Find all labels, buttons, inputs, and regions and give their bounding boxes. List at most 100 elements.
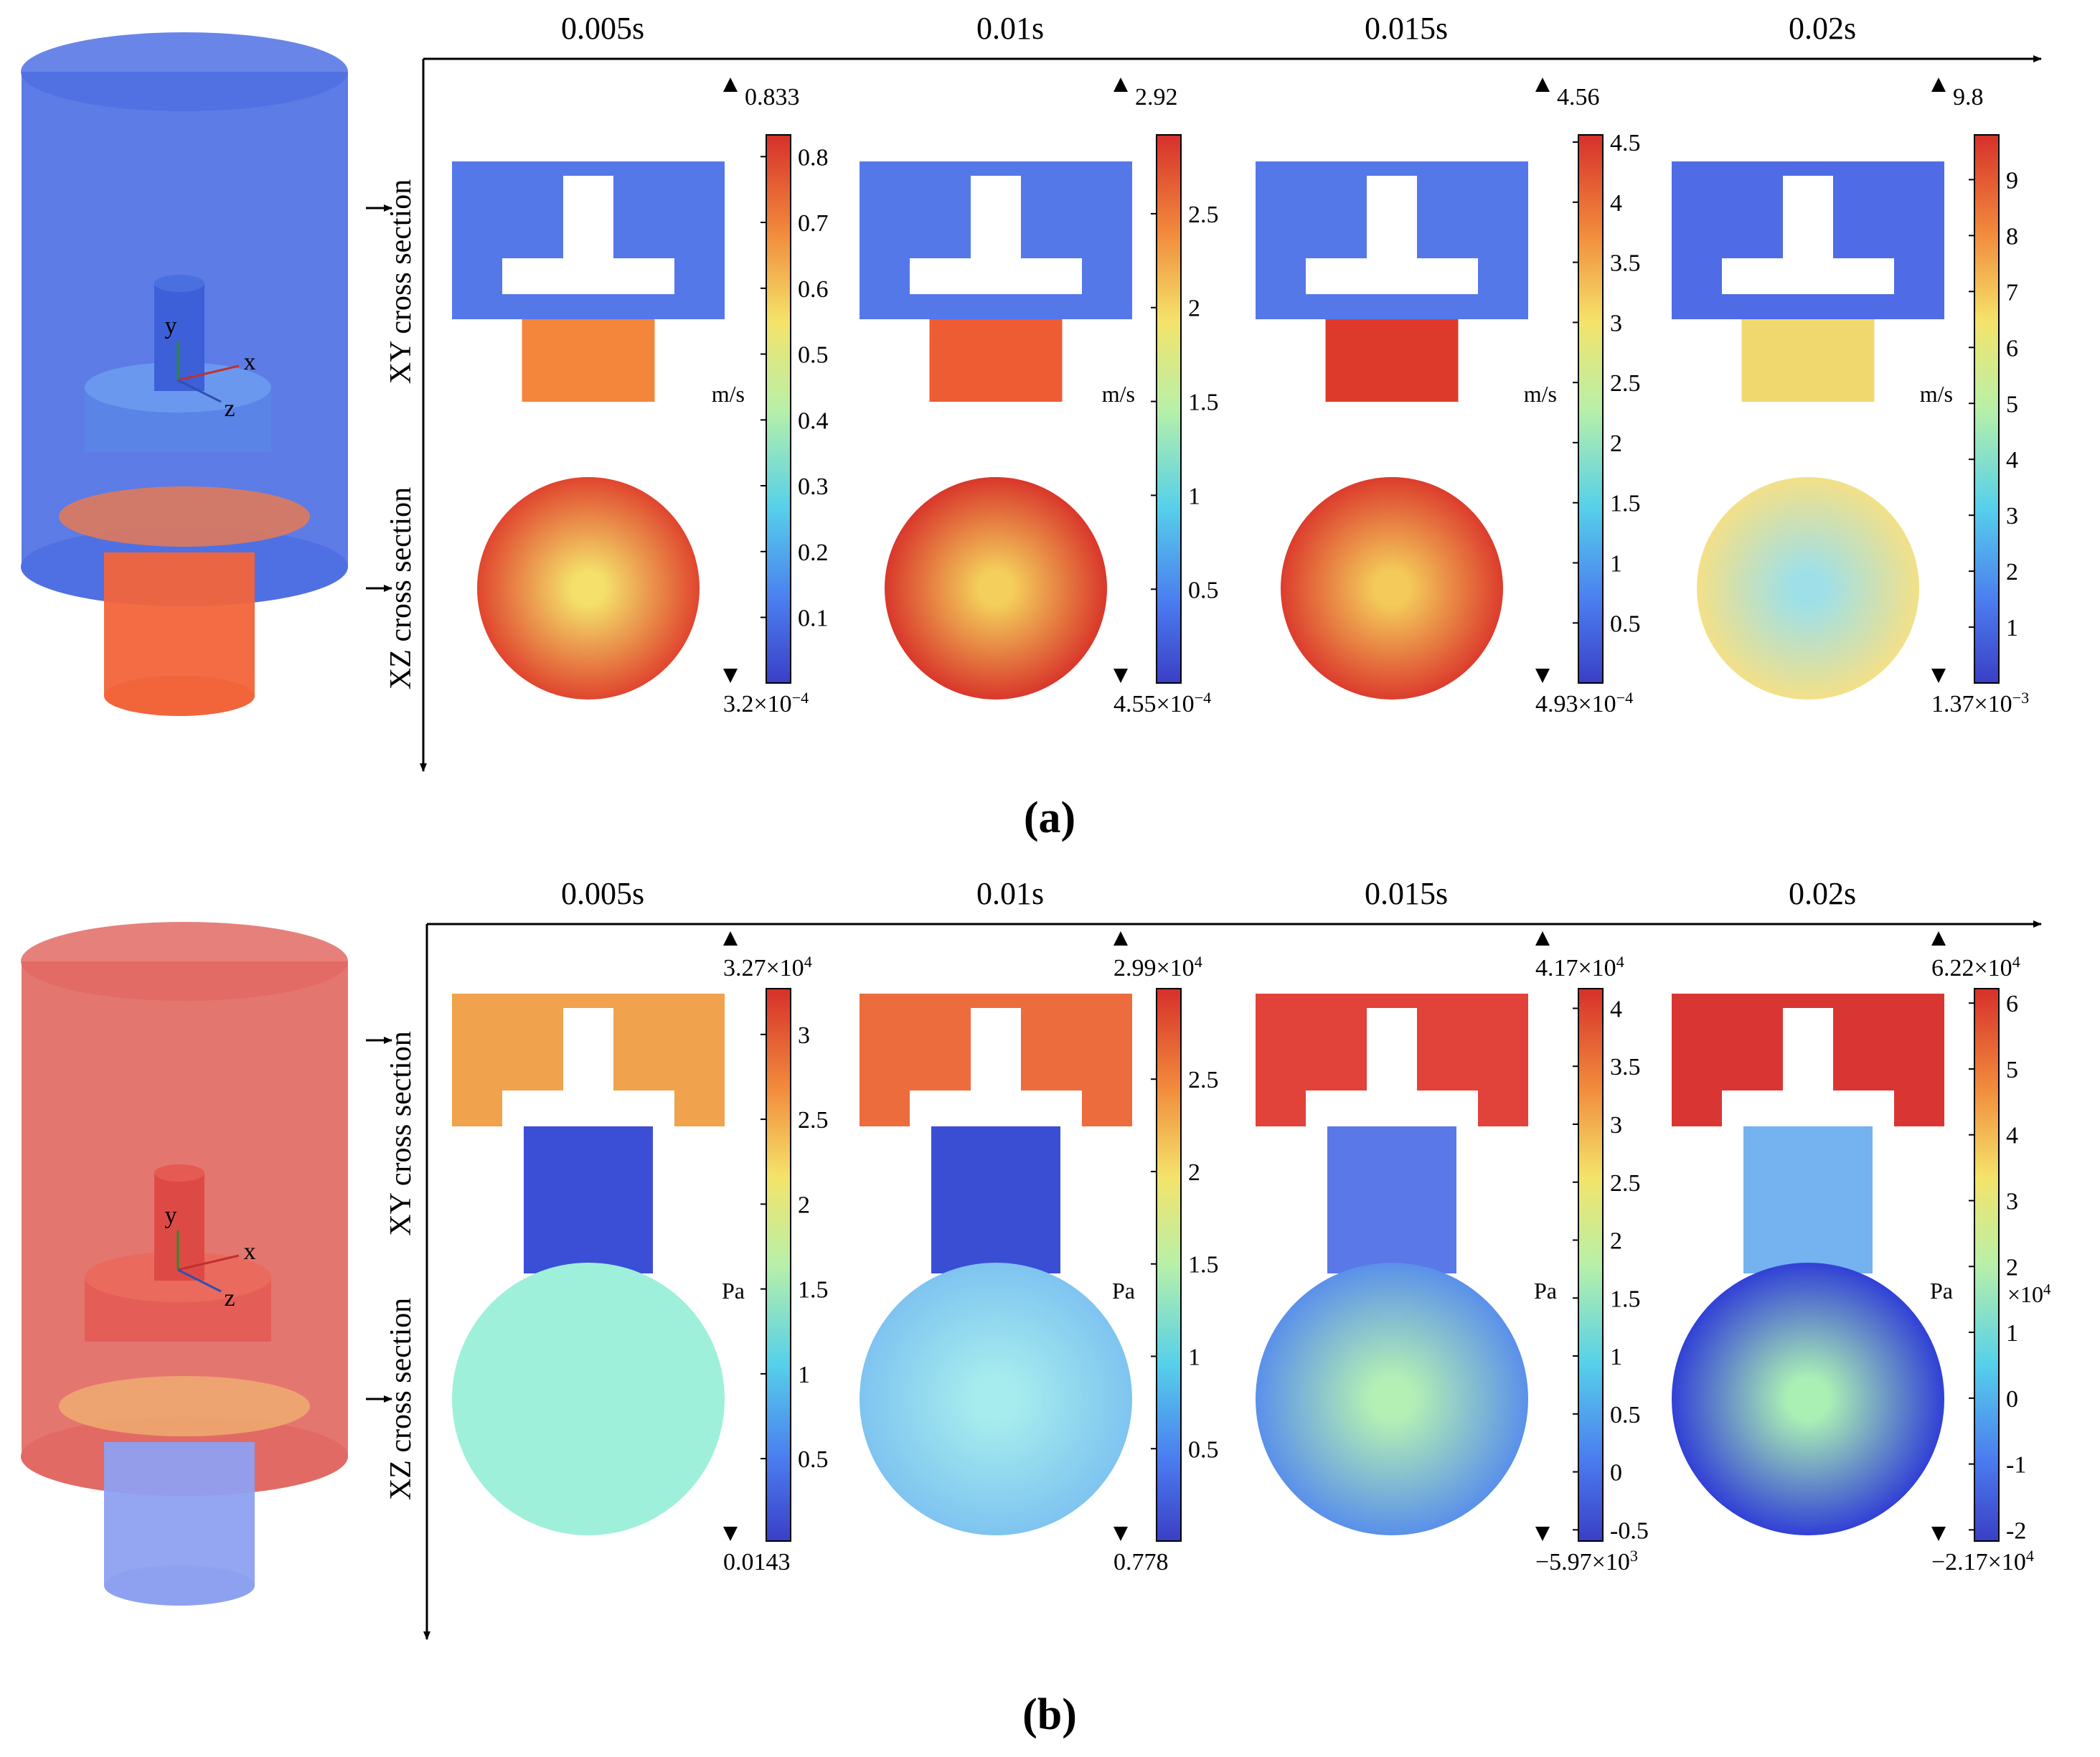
xy-cross-section [860, 161, 1132, 402]
y-axis-label: y [165, 1202, 177, 1229]
colorbar [766, 134, 791, 684]
xy-cross-section [452, 994, 725, 1273]
colorbar-tick-label: 3 [2006, 503, 2018, 529]
xy-impeller-stem [1783, 176, 1833, 273]
x-axis-label: x [244, 349, 256, 375]
max-marker [723, 931, 738, 946]
xz-cross-section [1672, 1263, 1944, 1535]
shaft [154, 1173, 204, 1281]
x-axis-arrow [177, 364, 240, 382]
inlet-cylinder [104, 1442, 255, 1586]
colorbar-tick-label: 2 [2006, 1254, 2018, 1281]
xy-impeller-blade [1306, 258, 1478, 294]
impeller-ring [59, 1376, 310, 1436]
colorbar-tick-label: 0.4 [798, 408, 829, 434]
min-marker [1931, 669, 1946, 683]
colorbar [1156, 988, 1182, 1542]
max-marker [1113, 931, 1128, 946]
time-label: 0.015s [1365, 11, 1448, 46]
colorbar-tick-label: 7 [2006, 279, 2018, 306]
xy-section-label: XY cross section [385, 1031, 418, 1235]
min-value: −2.17×104 [1931, 1547, 2034, 1576]
unit-label: Pa [1930, 1278, 1953, 1304]
min-value-exponent: −3 [2012, 689, 2030, 707]
x-axis-label: x [244, 1238, 256, 1265]
unit-label: Pa [1534, 1278, 1557, 1304]
max-marker [1931, 931, 1946, 946]
x-axis-arrow [177, 1254, 240, 1271]
inlet-cylinder-bottom [104, 676, 255, 716]
xz-cross-section [477, 477, 700, 699]
colorbar-tick-label: 2 [2006, 559, 2018, 585]
min-marker [1535, 669, 1550, 683]
z-axis-arrow [177, 1268, 222, 1293]
unit-label: m/s [712, 381, 745, 407]
colorbar-tick-label: 2.5 [1188, 202, 1219, 228]
xy-cross-section [452, 161, 725, 402]
colorbar-tick-label: -0.5 [1610, 1517, 1649, 1544]
colorbar-tick-label: 1.5 [1188, 390, 1219, 416]
min-value: 0.778 [1113, 1549, 1169, 1575]
colorbar-tick-label: 4 [1610, 996, 1622, 1022]
colorbar-tick-label: 0.5 [1610, 1402, 1641, 1428]
time-column: 0.02s -2 -1 0 1 2 3 4 5 6 Pa ×104 6.22×104 −2.17×104 [1672, 876, 2051, 1575]
colorbar-tick-label: 4 [2006, 447, 2018, 474]
colorbar [766, 988, 791, 1542]
min-value-exponent: −4 [1195, 689, 1212, 707]
unit-label: m/s [1920, 381, 1953, 407]
max-marker [723, 77, 738, 92]
shaft-top [154, 1164, 204, 1182]
colorbar-tick-label: 0 [1610, 1460, 1622, 1487]
xy-impeller-stem [1783, 1008, 1833, 1105]
xy-section-label: XY cross section [385, 179, 418, 384]
colorbar-tick-label: 0.8 [798, 144, 829, 171]
panel-label: (a) [1024, 793, 1075, 842]
colorbar-tick-label: 3 [1610, 1112, 1622, 1139]
xy-inlet [931, 1126, 1060, 1273]
colorbar-tick-label: -1 [2006, 1452, 2026, 1479]
xy-impeller-stem [971, 176, 1021, 273]
time-column: 0.015s 0.5 1 1.5 2 2.5 3 3.5 4 4.5 m/s 4.56 4.93×10−… [1256, 11, 1641, 717]
xy-impeller-stem [1367, 176, 1417, 273]
min-value: 4.55×10−4 [1113, 689, 1211, 718]
colorbar-tick-label: 6 [2006, 991, 2018, 1017]
time-column: 0.02s 1 2 3 4 5 6 7 8 9 m/s 9.8 1.37×10−3 [1672, 11, 2029, 717]
unit-label: m/s [1524, 381, 1557, 407]
max-marker [1535, 77, 1550, 92]
outer-cylinder-top [21, 32, 348, 111]
time-column: 0.015s-0.500.511.522.533.54Pa×1044.17×10… [1256, 876, 1774, 1575]
xy-cross-section [1672, 161, 1944, 402]
colorbar-tick-label: 1 [2006, 615, 2018, 641]
z-axis-label: z [224, 1285, 235, 1311]
xz-cross-section [1281, 477, 1503, 699]
colorbar-tick-label: 1.5 [1188, 1252, 1219, 1278]
z-axis-label: z [224, 395, 235, 422]
xy-impeller-stem [563, 176, 613, 273]
min-value-exponent: −4 [1616, 689, 1634, 707]
colorbar-tick-label: 0.3 [798, 474, 829, 500]
time-label: 0.015s [1365, 876, 1448, 911]
xy-inlet [1743, 1126, 1873, 1273]
inlet-cylinder [104, 552, 255, 696]
max-value: 2.92 [1135, 84, 1178, 110]
unit-label: Pa [722, 1278, 745, 1304]
xy-impeller-blade [910, 258, 1082, 294]
xy-inlet [929, 319, 1063, 402]
xy-inlet [524, 1126, 653, 1273]
xy-impeller-blade [1722, 1091, 1894, 1126]
time-label: 0.01s [976, 11, 1044, 46]
outer-cylinder-top [21, 922, 348, 1001]
xy-inlet [522, 319, 655, 402]
z-axis-arrow [177, 379, 222, 403]
colorbar-tick-label: 4 [2006, 1123, 2018, 1149]
min-value-exponent: 4 [2026, 1547, 2034, 1565]
colorbar-multiplier-exponent: 4 [2043, 1281, 2051, 1298]
min-value: 4.93×10−4 [1535, 689, 1633, 718]
colorbar-tick-label: 2 [1188, 296, 1200, 322]
min-marker [723, 669, 738, 683]
xy-impeller-stem [563, 1008, 613, 1105]
xz-cross-section [860, 1263, 1132, 1535]
max-value: 3.27×104 [723, 953, 812, 982]
colorbar-tick-label: 0.6 [798, 276, 829, 303]
